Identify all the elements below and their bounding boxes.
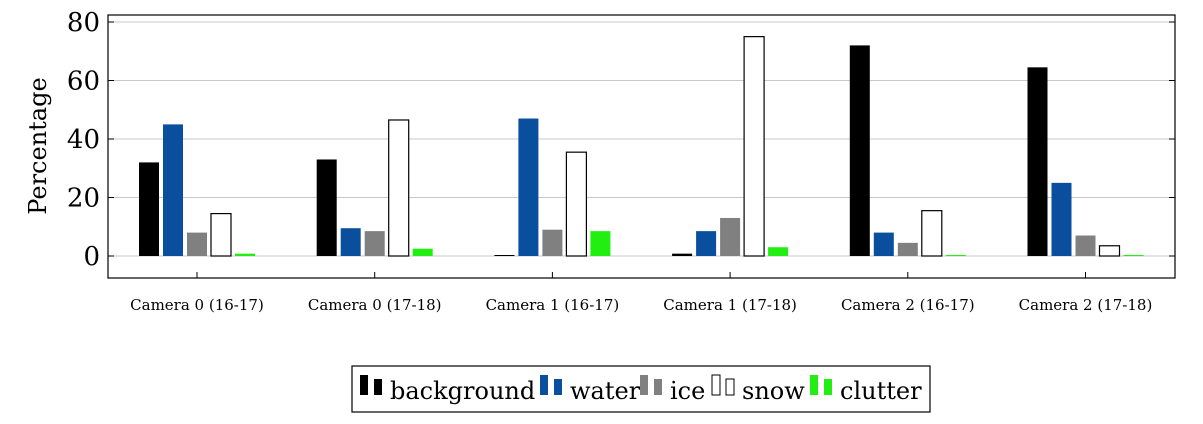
legend-swatch-background <box>374 379 382 395</box>
legend-swatch-clutter <box>824 379 832 395</box>
bar-ice <box>542 229 563 256</box>
legend-label-snow: snow <box>742 377 805 405</box>
bar-clutter <box>768 247 789 256</box>
bar-ice <box>720 217 741 256</box>
bar-clutter <box>945 255 966 256</box>
x-axis-categories: Camera 0 (16-17) Camera 0 (17-18) Camera 1… <box>130 272 1152 314</box>
bar-ice <box>897 242 918 256</box>
bar-water <box>696 231 717 256</box>
legend-swatch-ice <box>640 375 648 395</box>
y-tick-label: 60 <box>67 67 100 97</box>
bar-background <box>1027 67 1048 257</box>
y-axis-title: Percentage <box>24 77 52 214</box>
bar-clutter <box>590 231 611 256</box>
bar-snow <box>388 119 410 257</box>
plot-frame <box>107 14 1176 279</box>
y-tick-label: 40 <box>67 125 100 155</box>
bar-snow <box>743 36 765 257</box>
legend-label-ice: ice <box>670 377 705 405</box>
bar-background <box>849 45 870 257</box>
bar-clutter <box>412 248 433 256</box>
legend-swatch-water <box>540 375 548 395</box>
bar-clutter <box>1123 255 1144 256</box>
bar-snow <box>210 212 232 257</box>
y-axis-ticks: 0 20 40 60 80 <box>67 8 1175 272</box>
legend-swatch-clutter <box>810 375 818 395</box>
y-tick-label: 80 <box>67 8 100 38</box>
x-tick-label: Camera 0 (16-17) <box>130 296 264 314</box>
bar-snow <box>565 151 588 257</box>
x-tick-label: Camera 1 (17-18) <box>663 296 797 314</box>
bars <box>139 36 1144 257</box>
bar-background <box>316 159 337 256</box>
y-tick-label: 0 <box>83 242 100 272</box>
x-tick-label: Camera 1 (16-17) <box>486 296 620 314</box>
bar-background <box>494 255 515 256</box>
bar-ice <box>187 232 207 256</box>
x-tick-label: Camera 2 (17-18) <box>1019 296 1153 314</box>
y-tick-label: 20 <box>67 184 100 214</box>
bar-water <box>873 232 894 256</box>
bar-water <box>163 124 183 256</box>
legend-swatch-snow <box>711 374 721 396</box>
bar-water <box>518 118 539 257</box>
legend-swatch-water <box>554 379 562 395</box>
bar-water <box>340 228 361 256</box>
bar-snow <box>1098 245 1121 257</box>
legend-swatch-background <box>360 375 368 395</box>
gridlines <box>108 21 1175 257</box>
x-tick-label: Camera 2 (16-17) <box>841 296 975 314</box>
bar-background <box>139 162 159 256</box>
legend-label-water: water <box>570 377 641 405</box>
bar-snow <box>921 210 943 257</box>
legend: background water ice snow clutter <box>351 365 931 413</box>
legend-label-background: background <box>390 377 535 405</box>
bar-clutter <box>235 253 255 256</box>
bar-water <box>1051 182 1072 256</box>
bar-background <box>672 253 693 256</box>
bar-ice <box>1075 235 1096 256</box>
x-tick-label: Camera 0 (17-18) <box>308 296 442 314</box>
legend-swatch-snow <box>725 378 735 396</box>
bar-ice <box>364 231 385 256</box>
legend-label-clutter: clutter <box>840 377 922 405</box>
legend-swatch-ice <box>654 379 662 395</box>
